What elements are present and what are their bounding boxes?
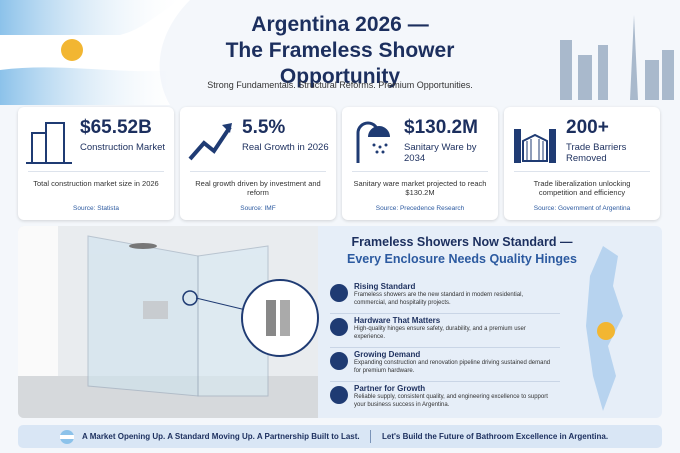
header-background: [0, 0, 674, 105]
title-line: The Frameless Shower Opportunity: [225, 39, 455, 88]
point-text: Frameless showers are the new standard i…: [354, 292, 524, 306]
stat-icon: [26, 122, 72, 164]
footer: A Market Opening Up. A Standard Moving U…: [18, 425, 662, 448]
subtitle: Strong Fundamentals. Structural Reforms.…: [207, 80, 473, 90]
point-title: Rising Standard: [354, 282, 416, 291]
title-line: Argentina 2026 —: [251, 13, 429, 36]
stat-description: Real growth driven by investment and ref…: [195, 179, 321, 197]
stat-label: Sanitary Ware by 2034: [404, 142, 477, 164]
feature-point: Rising Standard Frameless showers are the…: [330, 282, 570, 314]
stat-card: $130.2M Sanitary Ware by 2034 Sanitary war…: [342, 107, 498, 220]
card-divider: [514, 171, 650, 172]
stat-icon: [188, 123, 232, 161]
footer-text: A Market Opening Up. A Standard Moving U…: [82, 432, 360, 441]
card-divider: [352, 171, 488, 172]
point-text: High-quality hinges ensure safety, durab…: [354, 326, 526, 340]
feature-point: Growing Demand Expanding construction and…: [330, 350, 570, 382]
stat-icon: [356, 121, 390, 163]
stat-description: Sanitary ware market projected to reach …: [353, 179, 487, 197]
card-divider: [190, 171, 326, 172]
point-icon: [330, 386, 348, 404]
title: Argentina 2026 — The Frameless Shower Opp…: [170, 12, 510, 90]
point-text: Reliable supply, consistent quality, and…: [354, 394, 548, 408]
stat-label: Real Growth in 2026: [242, 142, 329, 153]
stat-source: Source: Statista: [73, 205, 119, 212]
point-icon: [330, 318, 348, 336]
point-divider: [330, 313, 560, 314]
card-divider: [28, 171, 164, 172]
heading-line: Every Enclosure Needs Quality Hinges: [347, 252, 577, 266]
stat-label: Trade Barriers Removed: [566, 142, 627, 164]
point-icon: [330, 352, 348, 370]
point-title: Growing Demand: [354, 350, 421, 359]
flag-icon: [60, 430, 74, 444]
feature-panel: Frameless Showers Now Standard — Every En…: [18, 226, 662, 418]
stat-description: Total construction market size in 2026: [33, 179, 159, 188]
stat-source: Source: Government of Argentina: [533, 205, 631, 212]
stat-description: Trade liberalization unlocking competiti…: [533, 179, 631, 197]
stat-card: 200+ Trade Barriers Removed Trade liberali…: [504, 107, 660, 220]
stat-value: 200+: [566, 117, 609, 138]
heading-line: Frameless Showers Now Standard —: [351, 235, 573, 249]
point-divider: [330, 381, 560, 382]
stat-card: $65.52B Construction Market Total construc…: [18, 107, 174, 220]
feature-heading: Frameless Showers Now Standard — Every En…: [332, 234, 592, 268]
feature-point: Partner for Growth Reliable supply, consi…: [330, 384, 570, 416]
illustration: [18, 226, 623, 418]
stat-icon: [514, 129, 556, 163]
stat-value: $130.2M: [404, 117, 478, 138]
stat-label: Construction Market: [80, 142, 166, 153]
stat-value: $65.52B: [80, 117, 152, 138]
point-title: Partner for Growth: [354, 384, 426, 393]
stat-source: Source: Precedence Research: [375, 205, 465, 212]
stat-card: 5.5% Real Growth in 2026 Real growth drive…: [180, 107, 336, 220]
divider: [370, 430, 371, 443]
stat-value: 5.5%: [242, 117, 286, 138]
feature-point: Hardware That Matters High-quality hinges…: [330, 316, 570, 348]
stat-source: Source: IMF: [240, 205, 276, 212]
point-icon: [330, 284, 348, 302]
footer-text: Let's Build the Future of Bathroom Excel…: [382, 432, 609, 441]
point-title: Hardware That Matters: [354, 316, 441, 325]
point-text: Expanding construction and renovation pi…: [354, 360, 551, 374]
point-divider: [330, 347, 560, 348]
